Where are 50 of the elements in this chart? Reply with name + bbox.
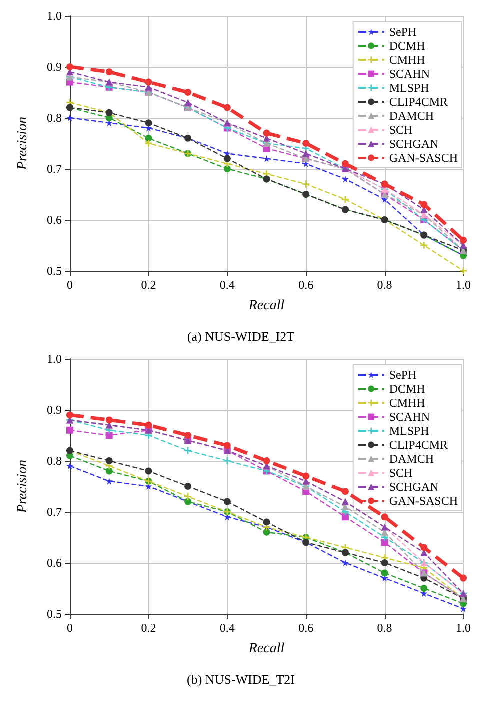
legend-label: CMHH xyxy=(389,53,426,67)
y-tick-label: 0.9 xyxy=(47,403,62,417)
x-tick-label: 0.6 xyxy=(298,278,314,292)
legend-label: SCHGAN xyxy=(389,137,439,151)
y-tick-label: 0.5 xyxy=(47,264,62,278)
x-tick-label: 0.8 xyxy=(377,621,392,635)
legend-label: CLIP4CMR xyxy=(389,438,448,452)
x-tick-label: 0.8 xyxy=(377,278,392,292)
y-tick-label: 0.9 xyxy=(47,60,62,74)
x-tick-label: 0.6 xyxy=(298,621,314,635)
legend-label: MLSPH xyxy=(389,424,430,438)
legend-label: SCH xyxy=(389,466,413,480)
text: (a) NUS-WIDE_I2T xyxy=(187,329,295,344)
x-tick-label: 1.0 xyxy=(456,621,471,635)
x-tick-label: 0.2 xyxy=(141,621,156,635)
legend-label: SCAHN xyxy=(389,410,430,424)
x-tick-label: 0 xyxy=(67,621,73,635)
y-tick-label: 1.0 xyxy=(47,352,62,366)
legend-label: SCHGAN xyxy=(389,480,439,494)
legend-label: SePH xyxy=(389,368,417,382)
legend-label: SCH xyxy=(389,123,413,137)
legend-label: SCAHN xyxy=(389,67,430,81)
y-tick-label: 0.8 xyxy=(47,454,62,468)
y-tick-label: 0.8 xyxy=(47,111,62,125)
legend-label: DCMH xyxy=(389,382,426,396)
y-axis-title: Precision xyxy=(16,460,30,514)
y-tick-label: 0.6 xyxy=(47,556,62,570)
y-axis-title: Precision xyxy=(16,116,30,172)
y-tick-label: 1.0 xyxy=(47,9,62,23)
legend-label: DAMCH xyxy=(389,109,434,123)
y-tick-label: 0.7 xyxy=(47,162,62,176)
legend-label: GAN-SASCH xyxy=(389,151,458,165)
legend-label: CMHH xyxy=(389,396,426,410)
y-tick-label: 0.7 xyxy=(47,505,62,519)
x-axis-title: Recall xyxy=(248,298,285,314)
text: (b) NUS-WIDE_T2I xyxy=(187,672,295,687)
legend-label: GAN-SASCH xyxy=(389,494,458,508)
legend-label: MLSPH xyxy=(389,81,430,95)
legend-label: DAMCH xyxy=(389,452,434,466)
legend-label: SePH xyxy=(389,25,417,39)
x-axis-title: Recall xyxy=(248,642,285,656)
x-tick-label: 0.4 xyxy=(220,278,235,292)
x-tick-label: 0.2 xyxy=(141,278,156,292)
y-tick-label: 0.5 xyxy=(47,607,62,621)
y-tick-label: 0.6 xyxy=(47,213,62,227)
legend-label: CLIP4CMR xyxy=(389,95,448,109)
legend-label: DCMH xyxy=(389,39,426,53)
x-tick-label: 1.0 xyxy=(456,278,471,292)
x-tick-label: 0.4 xyxy=(220,621,235,635)
x-tick-label: 0 xyxy=(67,278,73,292)
